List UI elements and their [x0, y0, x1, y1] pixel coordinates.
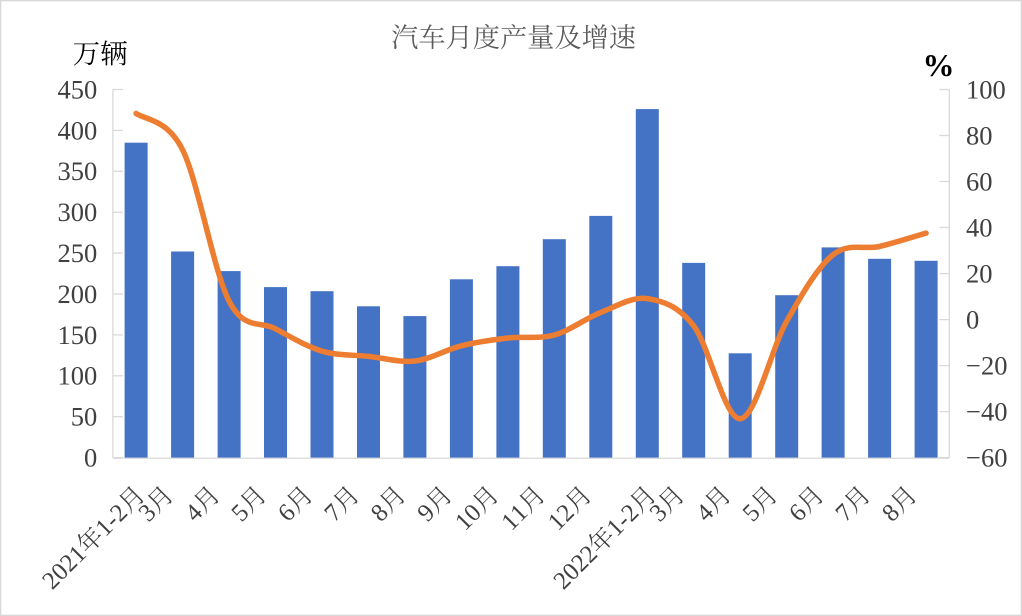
svg-text:20: 20 [966, 258, 993, 288]
svg-text:50: 50 [71, 402, 98, 432]
svg-text:40: 40 [966, 212, 993, 242]
svg-text:0: 0 [84, 443, 97, 473]
svg-text:−40: −40 [966, 397, 1007, 427]
svg-text:200: 200 [58, 279, 98, 309]
svg-text:−20: −20 [966, 351, 1007, 381]
svg-text:100: 100 [966, 74, 1006, 104]
svg-text:−60: −60 [966, 443, 1007, 473]
svg-text:250: 250 [58, 238, 98, 268]
svg-text:400: 400 [58, 115, 98, 145]
svg-text:%: % [923, 47, 955, 83]
svg-text:350: 350 [58, 156, 98, 186]
svg-text:60: 60 [966, 166, 993, 196]
svg-text:0: 0 [966, 305, 979, 335]
svg-text:300: 300 [58, 197, 98, 227]
svg-text:150: 150 [58, 320, 98, 350]
svg-text:450: 450 [58, 74, 98, 104]
svg-text:100: 100 [58, 361, 98, 391]
svg-text:80: 80 [966, 120, 993, 150]
